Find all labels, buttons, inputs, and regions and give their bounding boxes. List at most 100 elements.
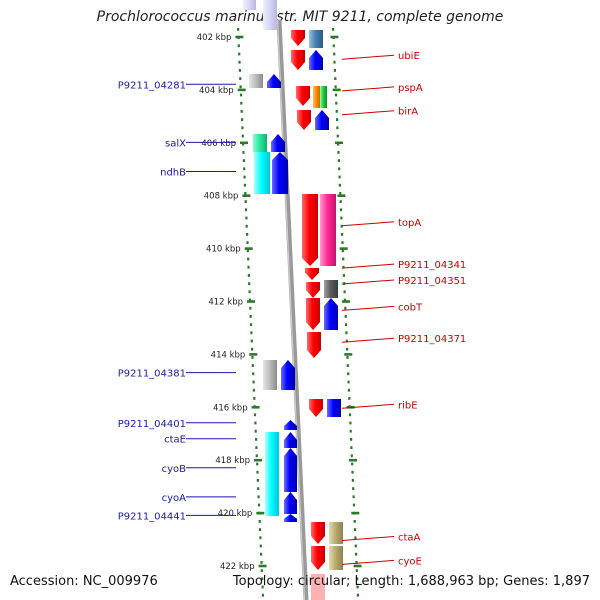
gene-ubiE-region	[291, 30, 305, 46]
forward-gene-label: ctaA	[398, 533, 421, 544]
scale-dot-left	[245, 216, 248, 220]
scale-dot-right	[346, 347, 349, 351]
gene-cyoB	[284, 448, 297, 492]
scale-dot-right	[339, 208, 343, 212]
backbone-highlight	[276, 19, 306, 600]
gene-ribE	[309, 399, 323, 417]
gene-khaki	[329, 546, 343, 570]
scale-tick-left	[256, 511, 265, 515]
scale-dot-right	[354, 544, 357, 548]
scale-tick-left	[258, 564, 267, 568]
forward-gene-label: ubiE	[398, 51, 420, 62]
forward-gene-label: pspA	[398, 83, 423, 94]
kbp-tick-label: 404 kbp	[199, 86, 234, 96]
scale-tick-right	[351, 511, 360, 515]
scale-dot-left	[259, 544, 262, 548]
scale-dot-right	[339, 192, 342, 195]
scale-dot-left	[255, 454, 258, 458]
scale-dot-left	[243, 167, 246, 171]
gene-cyoE	[311, 546, 325, 570]
scale-tick-left	[249, 353, 258, 356]
scale-dot-right	[356, 585, 359, 589]
scale-dot-right	[336, 126, 339, 130]
scale-dot-right	[334, 93, 338, 97]
gene-blue	[309, 50, 323, 70]
scale-dot-right	[333, 60, 336, 64]
kbp-tick-label: 412 kbp	[208, 298, 243, 308]
scale-dot-left	[246, 241, 249, 244]
scale-tick-right	[339, 247, 348, 250]
scale-dot-left	[238, 69, 241, 72]
scale-dot-right	[356, 593, 359, 597]
scale-dot-left	[249, 315, 252, 318]
gene-cobT	[306, 298, 320, 330]
scale-dot-right	[339, 200, 342, 203]
scale-dot-left	[246, 249, 249, 253]
scale-dot-left	[244, 200, 247, 203]
forward-gene-label: P9211_04371	[398, 334, 466, 345]
scale-dot-right	[333, 69, 336, 72]
reverse-gene-label: cyoA	[162, 493, 187, 504]
forward-label-line	[341, 54, 395, 60]
scale-dot-right	[350, 454, 353, 458]
forward-gene-label: P9211_04341	[398, 260, 466, 271]
scale-dot-right	[344, 306, 347, 310]
scale-dot-right	[332, 44, 335, 48]
scale-dot-left	[255, 446, 258, 449]
gene-ribE-blue	[327, 399, 341, 417]
scale-dot-left	[253, 397, 256, 400]
gene-salX-blue	[271, 134, 285, 152]
gene-khaki	[329, 522, 343, 544]
gene-cobT-blue	[324, 298, 338, 330]
scale-dot-left	[254, 421, 257, 425]
scale-dot-left	[256, 462, 259, 466]
gene-salX	[253, 134, 267, 152]
scale-dot-left	[239, 85, 242, 89]
reverse-gene-label: P9211_04381	[118, 369, 186, 380]
scale-dot-left	[248, 290, 251, 294]
scale-dot-left	[239, 77, 242, 80]
kbp-tick-label: 418 kbp	[215, 456, 250, 466]
forward-label-line	[341, 403, 395, 409]
gene-P9211-04381-blue	[281, 360, 295, 390]
scale-dot-left	[243, 175, 246, 179]
scale-tick-left	[237, 88, 246, 92]
scale-dot-right	[342, 265, 345, 269]
gene-ndhB	[254, 152, 270, 194]
scale-dot-left	[244, 192, 247, 195]
gene-ubiE	[291, 50, 305, 70]
scale-dot-right	[352, 495, 355, 499]
scale-dot-left	[257, 503, 261, 507]
gene-birA	[297, 110, 311, 130]
scale-tick-right	[353, 564, 362, 568]
kbp-tick-label: 408 kbp	[204, 192, 239, 202]
scale-dot-left	[261, 593, 264, 597]
scale-dot-right	[335, 110, 338, 113]
scale-dot-left	[252, 372, 255, 376]
scale-dot-right	[354, 536, 357, 540]
gene-birA-blue	[315, 110, 329, 130]
gene-cyoA	[284, 492, 297, 514]
kbp-tick-label: 410 kbp	[206, 245, 241, 255]
scale-dot-right	[353, 520, 356, 523]
gene-ndhB-blue	[272, 152, 288, 194]
scale-dot-right	[343, 298, 347, 302]
scale-tick-right	[342, 300, 350, 303]
scale-dot-left	[250, 331, 253, 335]
scale-dot-left	[250, 339, 253, 343]
forward-label-line	[341, 559, 395, 565]
scale-tick-left	[244, 247, 253, 250]
gene-P9211-04341	[305, 268, 319, 280]
reverse-gene-label: salX	[165, 138, 186, 149]
scale-dot-left	[241, 126, 244, 130]
scale-dot-left	[256, 479, 259, 482]
scale-dot-right	[345, 331, 348, 335]
gene-P9211-04441	[284, 514, 297, 522]
scale-dot-right	[334, 77, 337, 80]
genome-stats-text: Topology: circular; Length: 1,688,963 bp…	[232, 574, 590, 589]
scale-dot-right	[341, 233, 344, 236]
scale-dot-left	[254, 429, 257, 433]
scale-dot-left	[256, 470, 259, 474]
scale-dot-right	[351, 462, 354, 466]
